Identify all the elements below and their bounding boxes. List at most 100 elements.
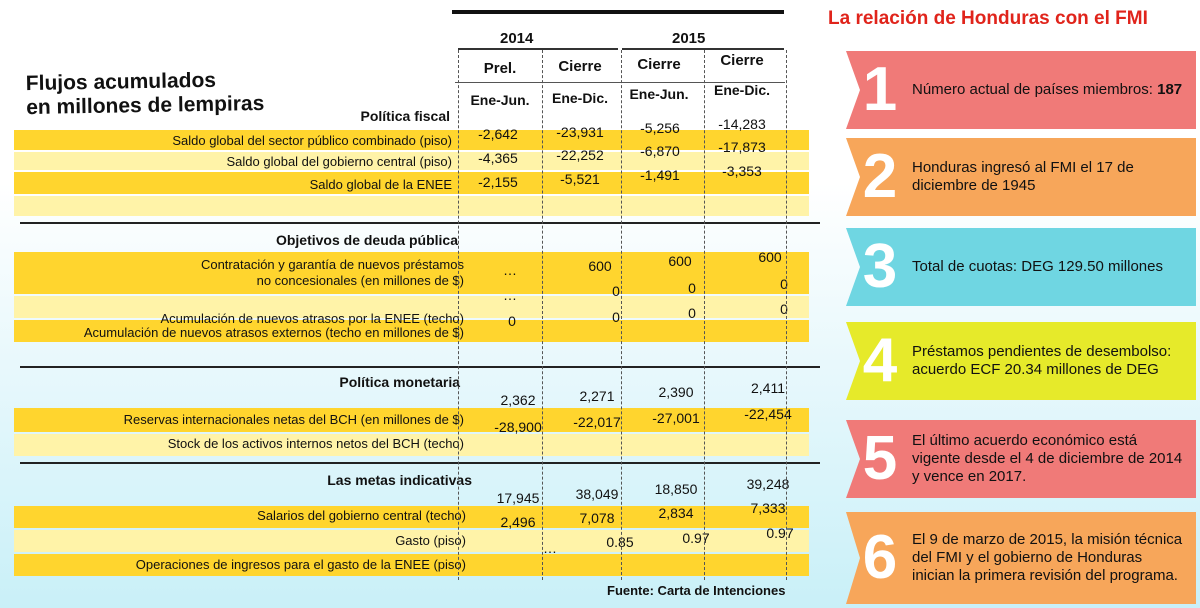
cell-value: 0.85 — [606, 534, 634, 550]
cell-value: 600 — [758, 249, 782, 265]
row-label: no concesionales (en millones de $) — [256, 273, 464, 288]
row-label: Salarios del gobierno central (techo) — [257, 508, 466, 523]
row-label: Saldo global del gobierno central (piso) — [226, 154, 452, 169]
fact-card-2: 2 Honduras ingresó al FMI el 17 de dicie… — [846, 138, 1196, 216]
cell-value: -5,521 — [560, 171, 600, 187]
cell-value: 0 — [612, 309, 620, 325]
fact-card-5: 5 El último acuerdo económico está vigen… — [846, 420, 1196, 498]
column-separator — [786, 50, 787, 580]
cell-value: 7,078 — [579, 510, 615, 526]
cell-value: 2,496 — [500, 514, 536, 530]
cell-value: … — [503, 262, 517, 278]
cell-value: -23,931 — [556, 124, 604, 140]
table-row — [14, 172, 809, 194]
cell-value: 0 — [688, 280, 696, 296]
table-row — [14, 152, 809, 170]
section-divider — [20, 462, 820, 464]
cell-value: -2,155 — [478, 174, 518, 190]
cell-value: 7,333 — [750, 500, 786, 516]
cell-value: 0 — [612, 283, 620, 299]
row-label: Acumulación de nuevos atrasos por la ENE… — [160, 311, 465, 326]
table-title: Flujos acumulados en millones de lempira… — [26, 68, 265, 120]
section-divider — [20, 366, 820, 368]
column-separator — [621, 50, 622, 580]
cell-value: 2,411 — [751, 380, 785, 396]
cell-value: -22,017 — [573, 414, 621, 430]
row-label: Saldo global del sector público combinad… — [172, 133, 452, 148]
fact-text: Número actual de países miembros: 187 — [912, 81, 1188, 99]
cell-value: 2,271 — [579, 388, 615, 404]
fact-text-main: Número actual de países miembros: — [912, 81, 1158, 98]
cell-value: … — [543, 540, 557, 556]
table-row — [14, 434, 809, 456]
section-title-fiscal: Política fiscal — [360, 108, 450, 124]
col-head-4: Cierre — [720, 52, 764, 69]
cell-value: 18,850 — [654, 481, 698, 497]
cell-value: 2,362 — [500, 392, 536, 408]
fact-text: El último acuerdo económico está vigente… — [912, 432, 1183, 485]
cell-value: 2,390 — [658, 384, 694, 400]
source-note: Fuente: Carta de Intenciones — [607, 583, 786, 598]
fact-number: 5 — [862, 424, 898, 493]
year-2014-rule — [458, 48, 618, 50]
cell-value: 0.97 — [682, 530, 710, 546]
cell-value: -2,642 — [478, 126, 518, 142]
cell-value: 0 — [688, 305, 696, 321]
row-label: Stock de los activos internos netos del … — [167, 436, 464, 451]
cell-value: … — [503, 287, 517, 303]
col-head-2: Cierre — [558, 58, 602, 75]
row-label: Acumulación de nuevos atrasos externos (… — [83, 325, 464, 340]
column-separator — [704, 50, 705, 580]
imf-table: Flujos acumulados en millones de lempira… — [14, 10, 820, 598]
year-2015-rule — [622, 48, 784, 50]
cell-value: -1,491 — [640, 167, 680, 183]
cell-value: 17,945 — [496, 490, 540, 506]
fact-card-3: 3 Total de cuotas: DEG 129.50 millones — [846, 228, 1196, 306]
table-title-line2: en millones de lempiras — [26, 91, 265, 120]
year-2014: 2014 — [500, 30, 534, 47]
table-row — [14, 296, 809, 318]
fact-number: 2 — [862, 142, 898, 211]
cell-value: 600 — [588, 258, 612, 274]
fact-card-6: 6 El 9 de marzo de 2015, la misión técni… — [846, 512, 1196, 604]
cell-value: -6,870 — [640, 143, 680, 159]
fact-card-4: 4 Préstamos pendientes de desembolso: ac… — [846, 322, 1196, 400]
cell-value: 38,049 — [575, 486, 619, 502]
cell-value: 600 — [668, 253, 692, 269]
cell-value: -17,873 — [718, 139, 766, 155]
cell-value: -28,900 — [494, 419, 542, 435]
cell-value: 2,834 — [658, 505, 694, 521]
section-title-monetary: Política monetaria — [339, 374, 460, 390]
table-row — [14, 554, 809, 576]
section-divider — [20, 222, 820, 224]
row-label: Saldo global de la ENEE — [309, 177, 452, 192]
head-divider — [455, 82, 785, 83]
year-bar — [452, 10, 784, 14]
fact-text: El 9 de marzo de 2015, la misión técnica… — [912, 531, 1183, 584]
section-title-targets: Las metas indicativas — [327, 472, 472, 488]
fact-number: 6 — [862, 523, 898, 592]
cell-value: 0 — [780, 301, 788, 317]
cell-value: -14,283 — [718, 116, 766, 132]
table-row — [14, 252, 809, 294]
col-sub-3: Ene-Jun. — [629, 86, 689, 102]
fact-number: 3 — [862, 232, 898, 301]
cell-value: 0 — [780, 276, 788, 292]
cell-value: -5,256 — [640, 120, 680, 136]
table-row — [14, 408, 809, 432]
row-label: Operaciones de ingresos para el gasto de… — [135, 557, 466, 572]
cell-value: -27,001 — [652, 410, 700, 426]
fact-text: Honduras ingresó al FMI el 17 de diciemb… — [912, 159, 1134, 194]
cell-value: 0 — [508, 313, 516, 329]
cell-value: -3,353 — [722, 163, 762, 179]
fact-number: 1 — [862, 55, 898, 124]
fact-text: Total de cuotas: DEG 129.50 millones — [912, 258, 1163, 275]
column-separator — [458, 50, 459, 580]
cell-value: -22,252 — [556, 147, 604, 163]
row-label: Reservas internacionales netas del BCH (… — [123, 412, 464, 427]
year-2015: 2015 — [672, 30, 706, 47]
table-row — [14, 506, 809, 528]
cell-value: 0.97 — [766, 525, 794, 541]
cell-value: -4,365 — [478, 150, 518, 166]
col-sub-4: Ene-Dic. — [713, 82, 770, 98]
